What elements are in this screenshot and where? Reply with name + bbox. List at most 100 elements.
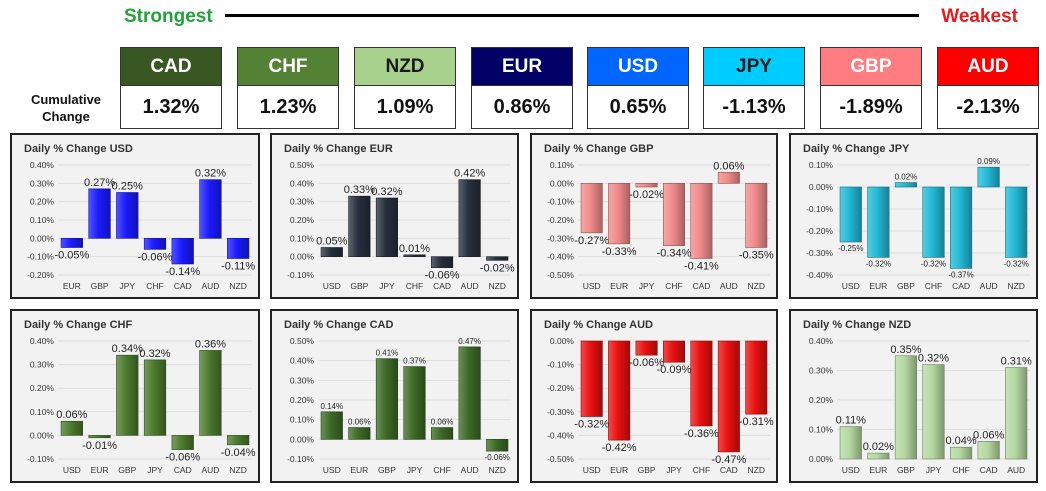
- x-tick-label: EUR: [350, 465, 368, 475]
- bar-aud: [458, 179, 481, 257]
- x-tick-label: AUD: [461, 281, 479, 291]
- bar-aud: [977, 166, 1000, 188]
- data-label: -0.32%: [1004, 259, 1029, 268]
- y-tick-label: 0.00%: [550, 336, 575, 346]
- data-label: -0.32%: [574, 419, 609, 431]
- y-tick-label: 0.10%: [290, 415, 315, 425]
- bar-eur: [88, 435, 111, 439]
- currency-box-usd: USD 0.65%: [587, 47, 689, 129]
- y-tick-label: -0.10%: [27, 252, 54, 262]
- y-tick-label: 0.00%: [809, 182, 834, 192]
- strongest-label: Strongest: [124, 6, 213, 27]
- y-tick-label: 0.40%: [290, 178, 315, 188]
- bar-chf: [663, 183, 685, 246]
- y-tick-label: -0.10%: [806, 204, 833, 214]
- data-label: 0.31%: [1001, 356, 1032, 368]
- bar-usd: [320, 247, 343, 257]
- panel-nzd: Daily % Change NZD 0.00% 0.10% 0.20% 0.30% 0.…: [789, 309, 1038, 483]
- data-label: -0.35%: [739, 250, 774, 262]
- y-tick-label: 0.30%: [809, 366, 834, 376]
- currency-name: JPY: [704, 48, 804, 86]
- currency-box-cad: CAD 1.32%: [120, 47, 222, 129]
- y-tick-label: 0.40%: [30, 336, 55, 346]
- data-label: -0.33%: [602, 246, 637, 258]
- bar-nzd: [486, 439, 509, 452]
- y-tick-label: -0.10%: [547, 360, 574, 370]
- data-label: 0.09%: [977, 157, 1000, 166]
- x-tick-label: CHF: [146, 281, 163, 291]
- x-tick-label: NZD: [229, 465, 246, 475]
- bar-usd: [839, 186, 862, 243]
- y-tick-label: 0.40%: [290, 356, 315, 366]
- chart-background: [791, 135, 1036, 297]
- y-tick-label: 0.10%: [809, 160, 834, 170]
- bar-gbp: [348, 195, 371, 257]
- bar-gbp: [375, 358, 398, 440]
- data-label: 0.06%: [348, 418, 371, 427]
- x-tick-label: CAD: [174, 281, 192, 291]
- y-tick-label: -0.10%: [27, 454, 54, 464]
- chart-title: Daily % Change EUR: [284, 143, 393, 155]
- chart-title: Daily % Change CHF: [24, 319, 132, 331]
- x-tick-label: JPY: [926, 465, 942, 475]
- y-tick-label: 0.10%: [30, 215, 55, 225]
- x-tick-label: CHF: [952, 465, 969, 475]
- currency-cumulative-value: 0.86%: [472, 86, 572, 128]
- y-tick-label: 0.40%: [809, 336, 834, 346]
- data-label: -0.25%: [838, 244, 863, 253]
- chart-cad: Daily % Change CAD -0.10% 0.00% 0.10% 0.20% 0…: [272, 311, 517, 481]
- bar-usd: [60, 420, 83, 436]
- y-tick-label: 0.10%: [30, 407, 55, 417]
- x-tick-label: AUD: [720, 281, 738, 291]
- currency-box-aud: AUD -2.13%: [937, 47, 1039, 129]
- x-tick-label: CHF: [693, 465, 710, 475]
- cumulative-label-line1: Cumulative: [30, 92, 102, 107]
- chart-title: Daily % Change JPY: [803, 143, 910, 155]
- data-label: 0.32%: [371, 186, 402, 198]
- bar-usd: [580, 183, 603, 234]
- bar-chf: [950, 446, 973, 460]
- currency-box-eur: EUR 0.86%: [471, 47, 573, 129]
- bar-jpy: [375, 197, 398, 257]
- panel-aud: Daily % Change AUD -0.50% -0.40% -0.30% -0.2…: [530, 309, 778, 483]
- data-label: 0.35%: [890, 344, 921, 356]
- chart-usd: Daily % Change USD -0.20% -0.10% 0.00% 0.10%…: [12, 135, 258, 297]
- x-tick-label: CHF: [433, 465, 450, 475]
- cumulative-label-line2: Change: [42, 109, 90, 124]
- x-tick-label: JPY: [147, 465, 163, 475]
- bar-cad: [950, 186, 973, 269]
- currency-box-nzd: NZD 1.09%: [354, 47, 456, 129]
- x-tick-label: CHF: [925, 281, 942, 291]
- x-tick-label: AUD: [980, 281, 998, 291]
- data-label: 0.27%: [84, 177, 115, 189]
- data-label: -0.09%: [657, 364, 692, 376]
- data-label: 0.32%: [195, 168, 226, 180]
- y-tick-label: 0.30%: [30, 178, 55, 188]
- y-tick-label: -0.50%: [547, 454, 574, 464]
- panel-jpy: Daily % Change JPY -0.40% -0.30% -0.20% -0.1…: [789, 133, 1038, 299]
- data-label: -0.34%: [657, 248, 692, 260]
- y-tick-label: -0.40%: [547, 252, 574, 262]
- chart-aud: Daily % Change AUD -0.50% -0.40% -0.30% -0.2…: [532, 311, 776, 481]
- y-tick-label: -0.10%: [287, 454, 314, 464]
- data-label: 0.06%: [56, 409, 87, 421]
- data-label: -0.14%: [165, 266, 200, 278]
- x-tick-label: CHF: [665, 281, 682, 291]
- y-tick-label: 0.20%: [290, 395, 315, 405]
- bar-nzd: [486, 256, 509, 261]
- x-tick-label: EUR: [610, 281, 628, 291]
- cumulative-change-label: Cumulative Change: [28, 91, 104, 125]
- currency-box-gbp: GBP -1.89%: [820, 47, 922, 129]
- data-label: 0.01%: [399, 243, 430, 255]
- x-tick-label: JPY: [666, 465, 682, 475]
- data-label: 0.11%: [836, 415, 867, 427]
- y-tick-label: 0.10%: [290, 233, 315, 243]
- bar-cad: [171, 435, 194, 450]
- x-tick-label: CAD: [692, 281, 710, 291]
- data-label: -0.02%: [629, 189, 664, 201]
- chart-jpy: Daily % Change JPY -0.40% -0.30% -0.20% -0.1…: [791, 135, 1036, 297]
- bar-jpy: [143, 359, 167, 436]
- data-label: 0.04%: [945, 435, 976, 447]
- y-tick-label: 0.00%: [809, 454, 834, 464]
- data-label: -0.47%: [711, 454, 746, 466]
